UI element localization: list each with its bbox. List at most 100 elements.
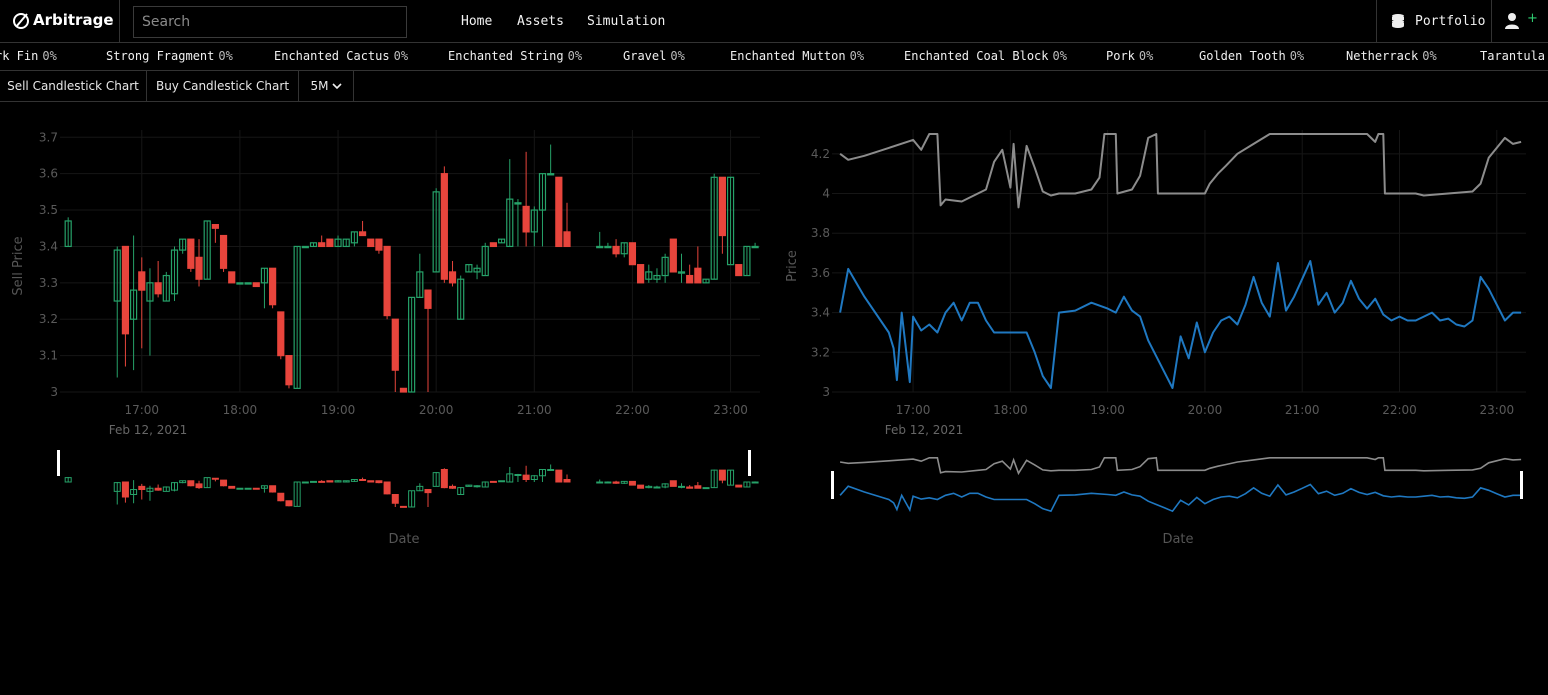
candle-body [277, 311, 285, 357]
range-candle-body [293, 481, 301, 507]
range-candle-body [113, 482, 121, 492]
x-tick-label: 22:00 [615, 403, 650, 417]
buy-range-line [839, 483, 1522, 513]
range-candle-body [751, 481, 759, 484]
y-tick-label: 3.6 [811, 266, 830, 280]
candle-body [408, 296, 416, 393]
x-tick-label: 21:00 [517, 403, 552, 417]
range-candle-body [326, 480, 334, 483]
ticker-item[interactable]: Strong Fragment 0% [106, 49, 233, 63]
candle-body [473, 267, 481, 273]
y-tick-label: 4 [822, 187, 830, 201]
candle-body [677, 271, 686, 274]
range-candle-body [154, 487, 162, 491]
ticker-item[interactable]: Netherrack 0% [1346, 49, 1437, 63]
range-candle-body [64, 477, 72, 483]
price-line-chart[interactable]: 3 3.2 3.4 3.6 3.8 4 4.2 17:00 18:00 19:00 20:00 21:… [774, 102, 1548, 562]
ticker-item[interactable]: Enchanted Cactus 0% [274, 49, 409, 63]
candle-body [285, 355, 293, 386]
candle-body [391, 318, 399, 371]
brand-name: Arbitrage [33, 11, 114, 29]
y-axis-label: Price [785, 250, 800, 282]
arbitrage-logo-icon [13, 13, 29, 29]
candle-body [375, 238, 383, 251]
range-candle-body [375, 480, 383, 484]
range-handle-right[interactable] [748, 450, 751, 476]
sell-candlestick-chart[interactable]: 3 3.1 3.2 3.3 3.4 3.5 3.6 3.7 17:00 18:00 19:00 20:… [0, 102, 774, 562]
brand-logo[interactable]: Arbitrage [0, 0, 120, 42]
candle-body [154, 282, 162, 295]
y-axis-label: Sell Price [11, 236, 26, 295]
ticker-item[interactable]: Pork 0% [1106, 49, 1154, 63]
range-handle-left[interactable] [831, 471, 834, 499]
ticker-item[interactable]: Tarantula [1480, 49, 1546, 63]
range-handle-left[interactable] [57, 450, 60, 476]
buy-price-line [839, 260, 1522, 389]
candle-body [64, 220, 72, 248]
range-candle-body [677, 485, 685, 488]
range-candle-body [228, 485, 236, 489]
range-candle-body [203, 477, 211, 489]
candle-body [342, 238, 350, 248]
range-candle-body [449, 485, 457, 489]
ticker-item[interactable]: Gravel 0% [623, 49, 685, 63]
range-candle-body [269, 485, 277, 493]
nav-assets-link[interactable]: Assets [517, 14, 564, 29]
range-candle-body [391, 494, 399, 504]
ticker-item[interactable]: Enchanted Coal Block 0% [904, 49, 1067, 63]
y-tick-label: 3.2 [39, 312, 58, 326]
x-tick-label: 17:00 [124, 403, 159, 417]
y-tick-label: 3.8 [811, 226, 830, 240]
sell-candlestick-chart-button[interactable]: Sell Candlestick Chart [0, 71, 147, 101]
range-handle-right[interactable] [1520, 471, 1523, 499]
x-axis-title: Date [388, 532, 419, 547]
x-tick-label: 18:00 [993, 403, 1028, 417]
candle-body [146, 282, 154, 302]
candle-body [522, 205, 530, 233]
candle-body [645, 271, 653, 280]
user-account-button[interactable]: + [1492, 0, 1548, 42]
candle-body [620, 242, 628, 255]
candle-body [718, 176, 726, 237]
candle-body [448, 271, 457, 284]
search-input[interactable] [133, 6, 407, 38]
range-candle-body [342, 480, 350, 483]
range-candle-body [130, 489, 138, 495]
portfolio-button[interactable]: Portfolio [1376, 0, 1492, 42]
ticker-item[interactable]: Golden Tooth 0% [1199, 49, 1305, 63]
add-icon: + [1527, 11, 1538, 26]
candle-body [465, 264, 473, 273]
chevron-down-icon [331, 83, 342, 90]
y-tick-label: 3.4 [811, 306, 830, 320]
candle-body [563, 231, 571, 248]
range-candle-body [620, 480, 628, 484]
candle-body [350, 231, 358, 244]
range-candle-body [236, 487, 244, 490]
y-tick-label: 3.3 [39, 276, 58, 290]
range-candle-body [653, 486, 661, 489]
y-tick-label: 3.1 [39, 349, 58, 363]
sell-range-line [839, 456, 1522, 476]
date-label: Feb 12, 2021 [885, 423, 964, 437]
nav-simulation-link[interactable]: Simulation [587, 14, 666, 29]
candle-body [653, 274, 661, 280]
candle-body [138, 271, 146, 291]
y-tick-label: 3 [822, 385, 830, 399]
interval-select[interactable]: 5M [299, 71, 354, 101]
candle-body [301, 245, 309, 249]
range-candle-body [252, 487, 260, 490]
chart-toolbar: Sell Candlestick Chart Buy Candlestick C… [0, 71, 1548, 102]
candle-body [686, 274, 694, 284]
candle-body [669, 238, 677, 273]
candle-body [309, 242, 318, 248]
range-candle-body [465, 484, 473, 487]
nav-home-link[interactable]: Home [461, 14, 493, 29]
ticker-item[interactable]: Enchanted String 0% [448, 49, 583, 63]
buy-candlestick-chart-button[interactable]: Buy Candlestick Chart [147, 71, 299, 101]
ticker-item[interactable]: Enchanted Mutton 0% [730, 49, 865, 63]
range-candle-body [162, 486, 170, 492]
range-candle-body [555, 469, 563, 483]
range-candle-body [301, 481, 309, 484]
